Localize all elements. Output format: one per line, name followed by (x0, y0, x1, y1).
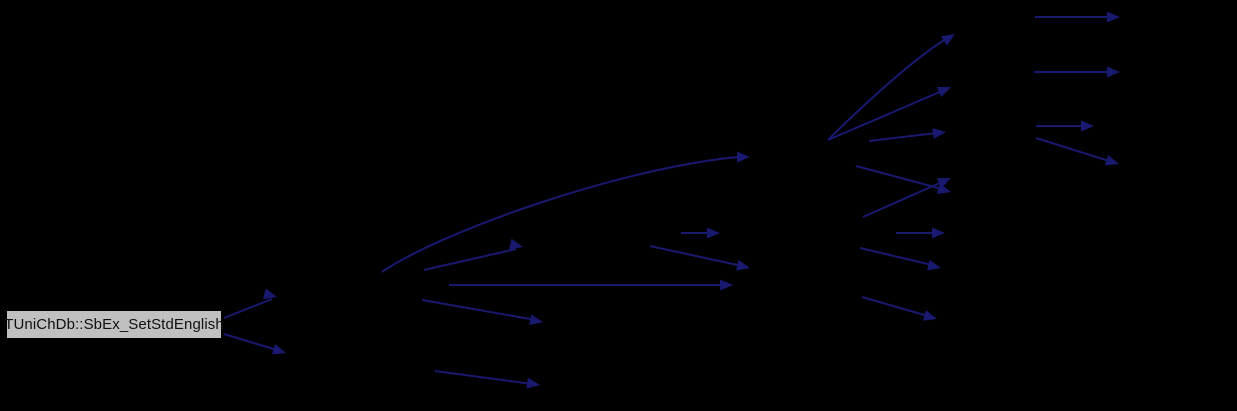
edge-hub2-down2 (861, 296, 937, 321)
graph-node[interactable] (560, 310, 630, 339)
graph-node[interactable] (950, 306, 1024, 335)
edge-far-3 (1036, 120, 1094, 132)
arrow-head-icon (737, 151, 750, 163)
graph-node[interactable] (956, 170, 1030, 199)
graph-node[interactable] (956, 212, 1030, 241)
arrow-head-icon (1104, 154, 1119, 166)
edge-hub1-straight (449, 279, 733, 291)
graph-node[interactable] (536, 236, 606, 265)
graph-node[interactable]: TUniChDb::SbEx_SetStdEnglish (4, 310, 224, 339)
arrow-head-icon (922, 310, 937, 321)
arrow-head-icon (509, 238, 523, 250)
edge-hub1-down2 (434, 370, 540, 389)
edge-hub1-down1 (421, 299, 543, 326)
arrow-head-icon (736, 259, 750, 271)
edge-hub2-cross1 (855, 165, 951, 194)
graph-node[interactable] (956, 254, 1030, 283)
edge-far-2 (1034, 66, 1120, 78)
arrow-head-icon (529, 314, 543, 326)
edge-hub2-up2 (827, 87, 951, 141)
edge-hub2-up3 (868, 128, 946, 142)
arrow-head-icon (941, 34, 955, 46)
edge-hub1-curve (381, 151, 750, 273)
graph-node[interactable] (960, 22, 1034, 51)
edge-hub2-down1 (859, 247, 941, 271)
edge-hub2-up1 (827, 34, 955, 141)
edge-far-1 (1035, 11, 1120, 23)
edge-root-up (223, 288, 277, 319)
arrow-head-icon (271, 343, 286, 355)
edge-far-4 (1035, 137, 1119, 166)
arrow-head-icon (937, 183, 951, 194)
graph-node[interactable] (286, 284, 378, 313)
graph-node[interactable] (758, 143, 828, 172)
edge-mid-short (681, 227, 720, 239)
edge-hub2-cross2 (862, 178, 951, 218)
arrow-head-icon (927, 259, 941, 271)
arrow-head-icon (1081, 120, 1094, 132)
graph-node[interactable] (1100, 112, 1174, 141)
edge-hub2-flat (896, 227, 945, 239)
arrow-head-icon (707, 227, 720, 239)
graph-node[interactable] (1126, 58, 1200, 87)
arrow-head-icon (936, 178, 951, 189)
arrow-head-icon (1107, 66, 1120, 78)
graph-node[interactable] (960, 76, 1034, 105)
arrow-head-icon (932, 128, 946, 140)
arrow-head-icon (1107, 11, 1120, 23)
arrow-head-icon (526, 377, 540, 389)
arrow-head-icon (932, 227, 945, 239)
edge-root-down (223, 333, 286, 355)
arrow-head-icon (263, 288, 277, 300)
graph-node[interactable] (292, 340, 384, 369)
graph-node[interactable] (1126, 152, 1200, 181)
edge-mid-diag (649, 245, 750, 271)
arrow-head-icon (720, 279, 733, 291)
graph-node[interactable] (1126, 4, 1200, 33)
graph-node[interactable] (956, 118, 1030, 147)
graph-node[interactable] (552, 372, 622, 401)
edge-hub1-up (423, 238, 523, 271)
arrow-head-icon (936, 87, 951, 98)
graph-node-label: TUniChDb::SbEx_SetStdEnglish (4, 316, 224, 333)
graph-node[interactable] (738, 270, 808, 299)
